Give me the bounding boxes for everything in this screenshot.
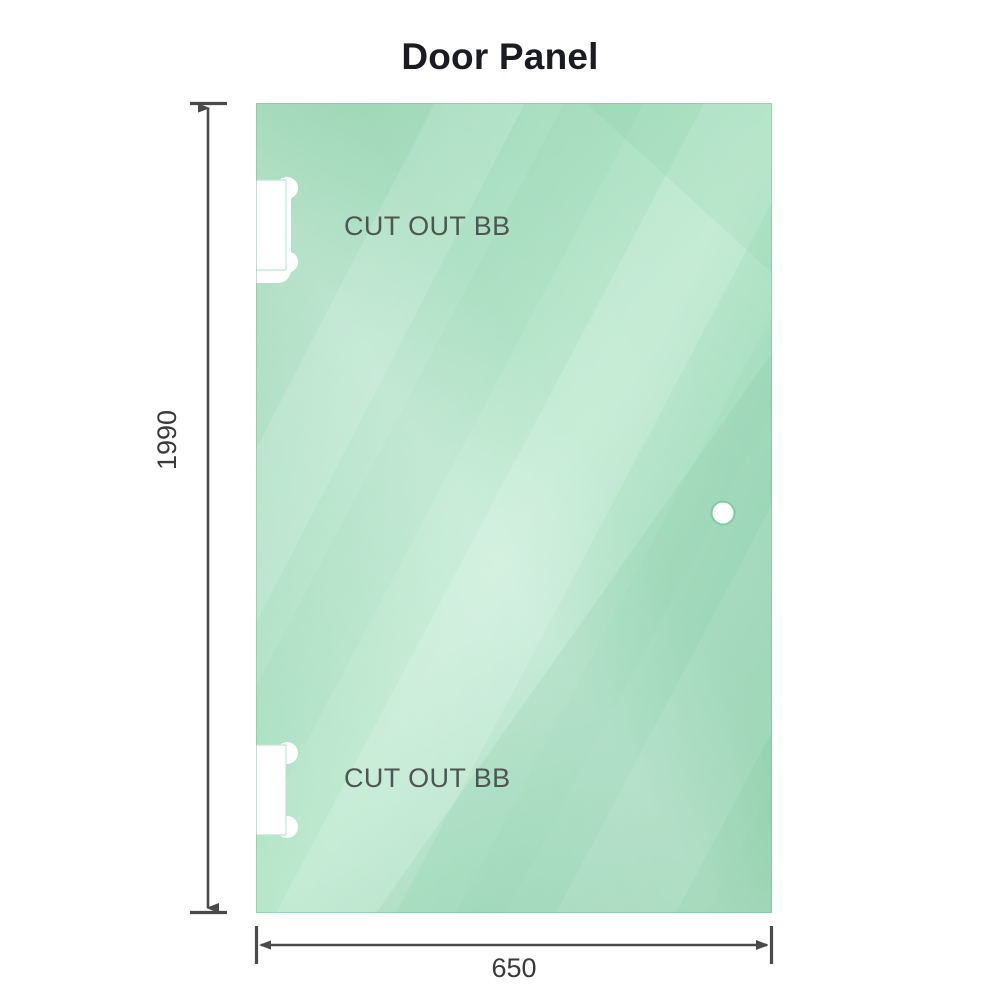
handle-hole-shape [710, 500, 736, 526]
height-dimension-label: 1990 [152, 409, 182, 470]
page-title: Door Panel [401, 36, 599, 77]
door-panel-glass [256, 103, 772, 913]
width-dimension-label: 650 [491, 953, 537, 983]
width-dimension [254, 926, 774, 964]
cutout-bottom-shape [256, 742, 298, 838]
cutout-label-top: CUT OUT BB [344, 211, 511, 241]
cutout-label-bottom: CUT OUT BB [344, 763, 511, 793]
glass-body [256, 103, 772, 913]
cutout-top-shape [256, 177, 298, 283]
height-dimension [190, 101, 227, 915]
